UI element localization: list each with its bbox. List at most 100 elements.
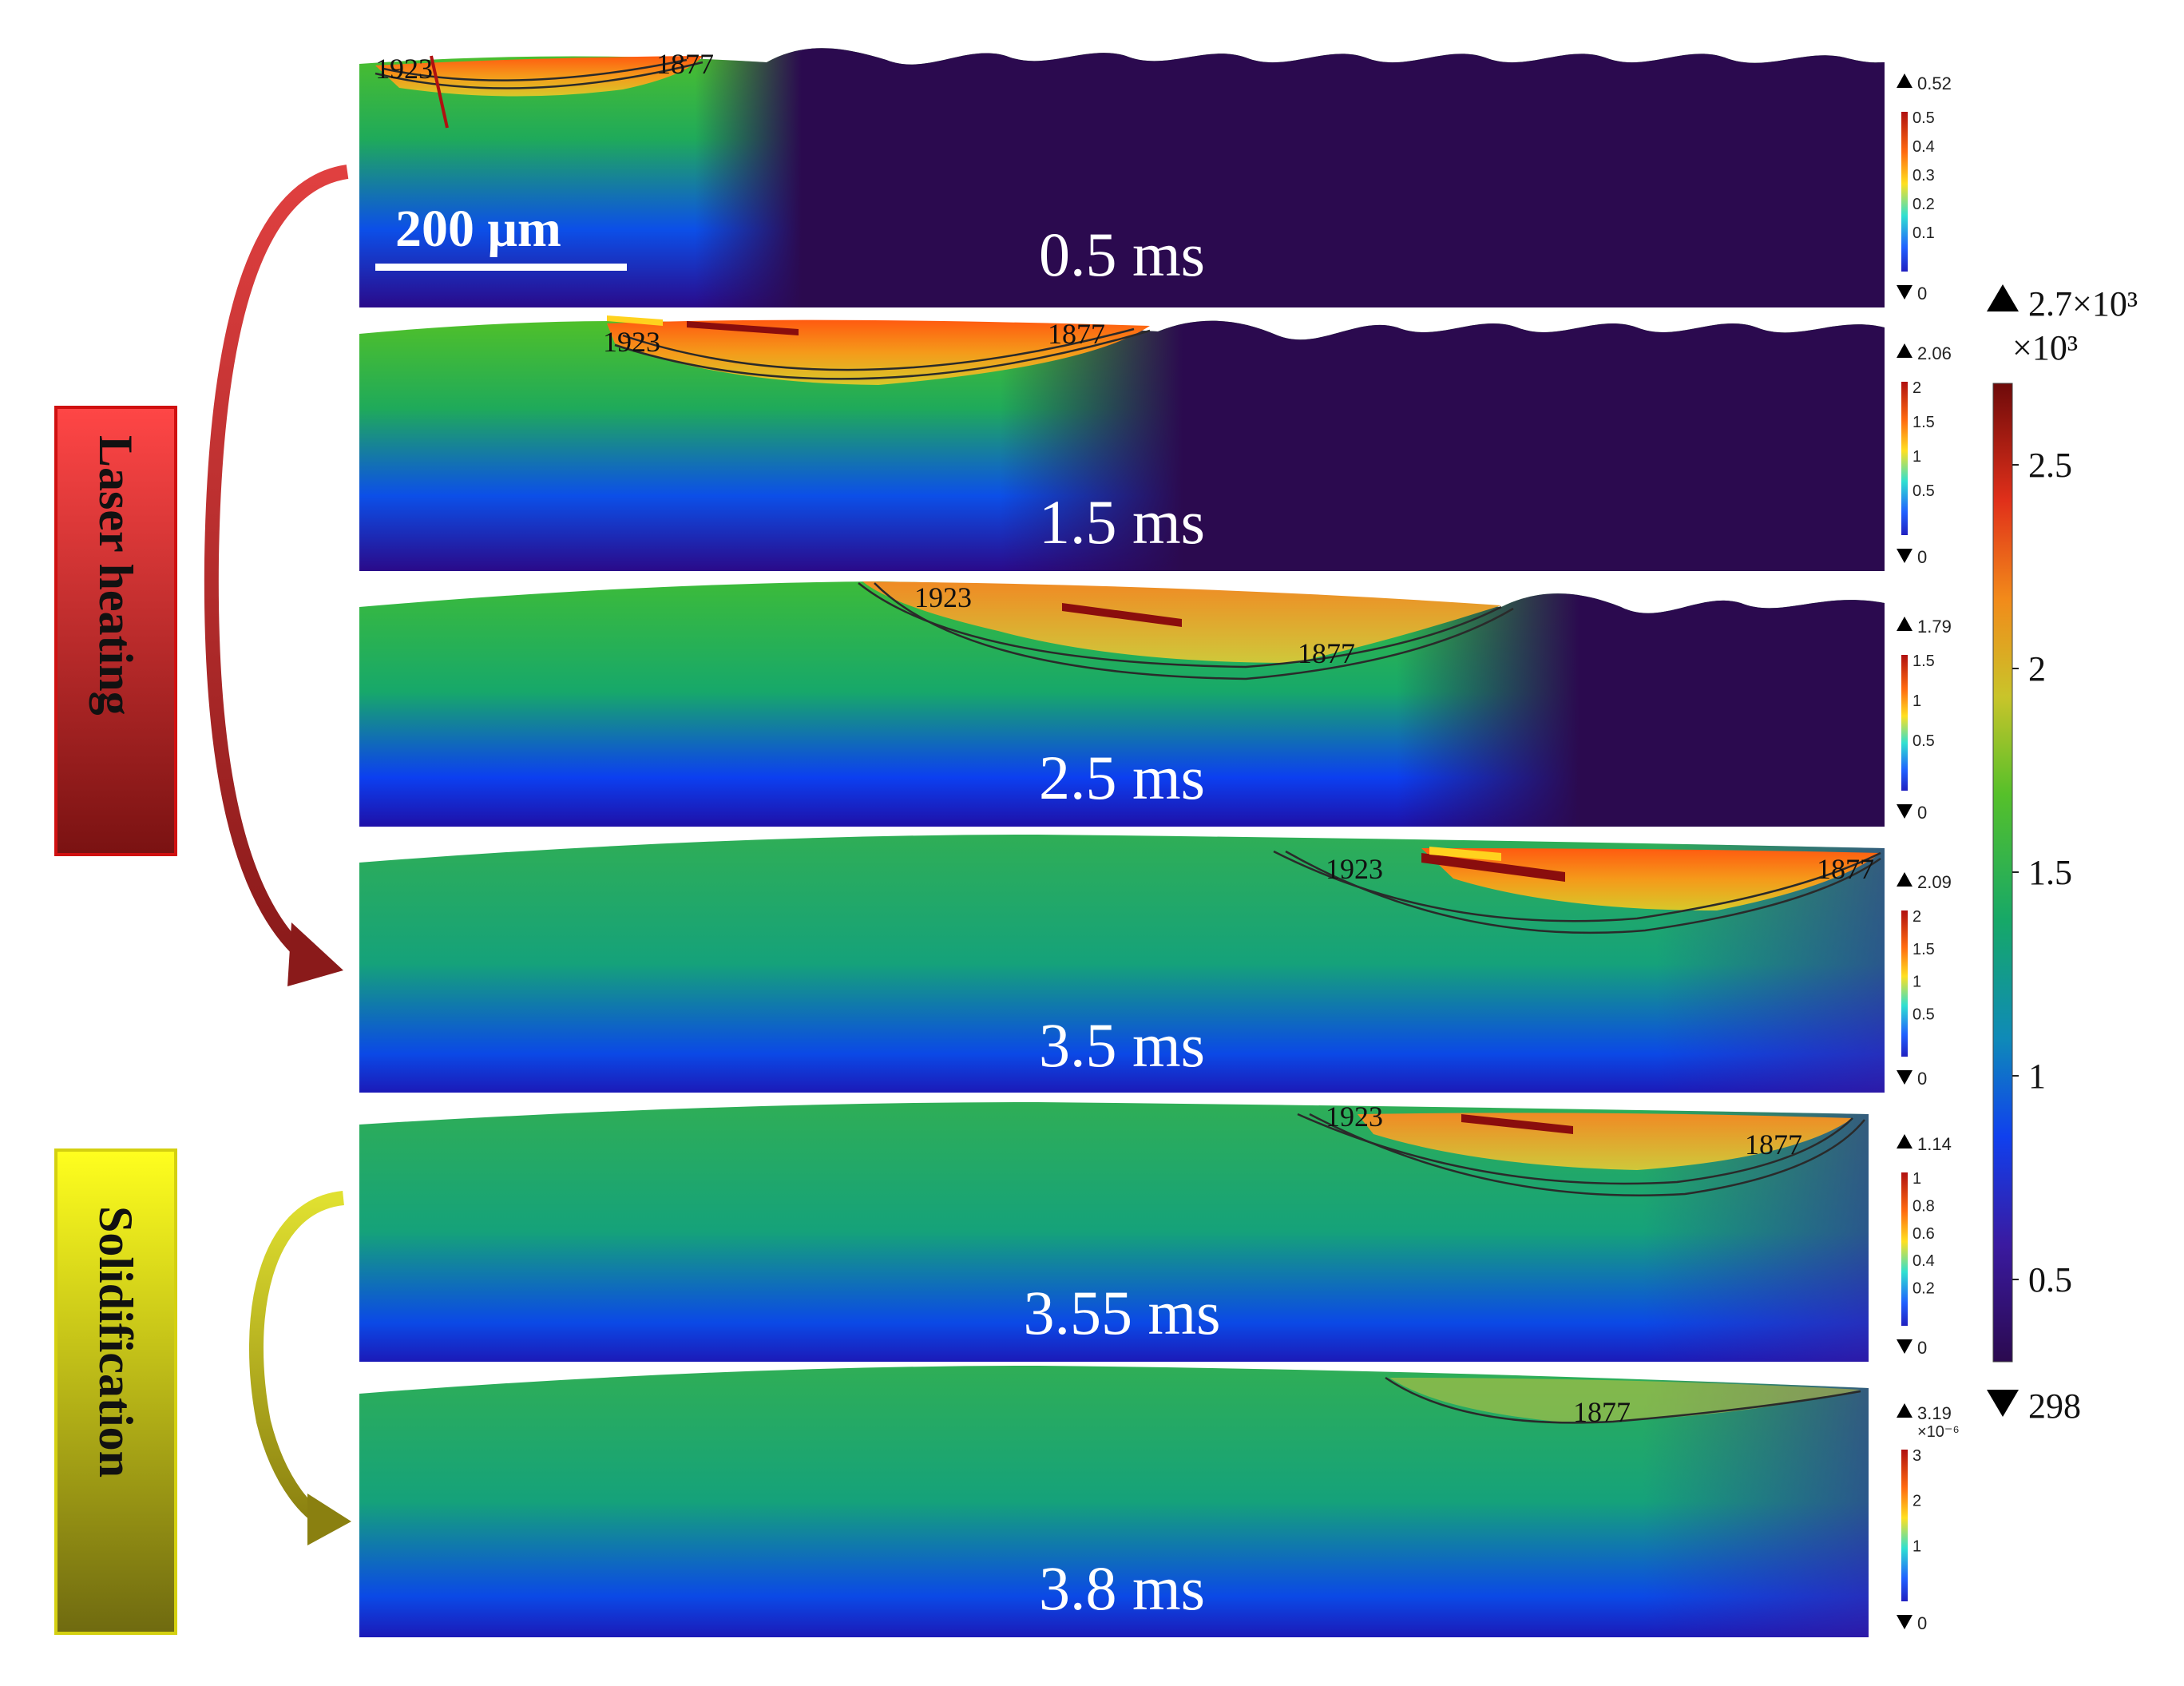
melt-pool-5 — [1358, 1113, 1853, 1170]
legend-colorbar — [1901, 1450, 1908, 1601]
legend-tick-label: 1.5 — [1912, 653, 1935, 670]
temp-tick-label: 2 — [2028, 649, 2046, 688]
legend-tick-label: 2 — [1912, 908, 1921, 926]
legend-tick-label: 0.5 — [1912, 482, 1935, 500]
legend-tick-label: 2 — [1912, 1493, 1921, 1510]
legend-tick-label: 1.5 — [1912, 414, 1935, 431]
iso-label-a-p2: 1923 — [603, 326, 660, 358]
legend-tick-label: 0.4 — [1912, 1252, 1935, 1270]
panel-3-55ms: 1923 1877 3.55 ms — [359, 1101, 1869, 1362]
legend-max-label: 1.79 — [1917, 617, 1952, 637]
legend-tick-label: 1 — [1912, 448, 1921, 466]
legend-exponent: ×10⁻⁶ — [1917, 1423, 1960, 1441]
surface-flow-arrow-yellow-p2 — [607, 315, 663, 326]
time-label-p6: 3.8 ms — [1039, 1553, 1205, 1623]
velocity-legend-4: 2.09 2 1.5 1 0.5 0 — [1897, 872, 1952, 1089]
legend-tick-label: 0.5 — [1912, 732, 1935, 750]
panel-3-5ms: 1923 1877 3.5 ms — [359, 835, 1885, 1093]
surface-flow-arrow-yellow-p4 — [1429, 847, 1501, 861]
legend-max-triangle-icon — [1897, 343, 1912, 358]
surface-flow-arrow-p4 — [1421, 853, 1565, 882]
velocity-legend-1: 0.52 0.5 0.4 0.3 0.2 0.1 0 — [1897, 73, 1952, 303]
isotherm-1877-p2 — [614, 329, 1151, 380]
legend-tick-label: 0.5 — [1912, 109, 1935, 127]
legend-min-label: 0 — [1917, 1613, 1927, 1633]
iso-label-b-p6: 1877 — [1573, 1396, 1631, 1428]
legend-min-triangle-icon — [1897, 804, 1912, 819]
legend-tick-label: 1 — [1912, 1170, 1921, 1188]
legend-colorbar — [1901, 112, 1908, 272]
scale-bar-label: 200 μm — [395, 200, 561, 258]
iso-label-a-p3: 1923 — [914, 581, 972, 613]
temp-tick-label: 1.5 — [2028, 853, 2072, 892]
legend-max-triangle-icon — [1897, 617, 1912, 631]
melt-pool-4 — [1421, 848, 1881, 910]
legend-min-triangle-icon — [1897, 285, 1912, 300]
iso-label-b-p2: 1877 — [1048, 318, 1105, 350]
time-label-p2: 1.5 ms — [1039, 487, 1205, 557]
laser-heating-arrow — [204, 165, 349, 964]
legend-tick-label: 0.5 — [1912, 1006, 1935, 1023]
legend-colorbar — [1901, 382, 1908, 535]
legend-max-triangle-icon — [1897, 1134, 1912, 1148]
legend-tick-label: 1 — [1912, 1537, 1921, 1555]
legend-tick-label: 1 — [1912, 974, 1921, 991]
max-triangle-icon — [1987, 284, 2019, 311]
temperature-colorbar: 2.7×10³ ×10³ 2.5 2 1.5 1 0.5 298 — [1987, 284, 2138, 1426]
panel-2-5ms: 1923 1877 2.5 ms — [359, 581, 1885, 827]
legend-min-triangle-icon — [1897, 1070, 1912, 1085]
temp-tick-label: 0.5 — [2028, 1260, 2072, 1299]
iso-label-a-p5: 1923 — [1326, 1101, 1383, 1133]
legend-max-triangle-icon — [1897, 872, 1912, 887]
velocity-arrow-p1 — [430, 55, 449, 129]
legend-tick-label: 2 — [1912, 379, 1921, 397]
legend-max-label: 2.09 — [1917, 872, 1952, 892]
iso-label-b-p5: 1877 — [1745, 1129, 1802, 1160]
melt-pool-2 — [607, 319, 1150, 385]
isotherm-1923-p2 — [622, 327, 1135, 371]
isotherm-1877-p3 — [874, 582, 1514, 680]
legend-tick-label: 0.2 — [1912, 196, 1935, 213]
temp-multiplier: ×10³ — [2012, 328, 2078, 367]
laser-heating-label-box: Laser heating — [54, 406, 177, 856]
panel-3-8ms: 1877 3.8 ms — [359, 1366, 1869, 1637]
legend-tick-label: 0.2 — [1912, 1280, 1935, 1298]
melt-pool-6 — [1389, 1378, 1861, 1422]
legend-max-label: 0.52 — [1917, 73, 1952, 93]
iso-label-b-p4: 1877 — [1817, 853, 1874, 885]
iso-label-b-p3: 1877 — [1298, 637, 1355, 669]
legend-colorbar — [1901, 1172, 1908, 1326]
velocity-legend-3: 1.79 1.5 1 0.5 0 — [1897, 617, 1952, 823]
legend-min-label: 0 — [1917, 284, 1927, 303]
scale-bar — [375, 264, 627, 271]
panel-0-5ms: 1923 1877 200 μm 0.5 ms — [359, 48, 1885, 307]
legend-colorbar — [1901, 910, 1908, 1057]
velocity-legend-2: 2.06 2 1.5 1 0.5 0 — [1897, 343, 1952, 567]
iso-label-a-p1: 1923 — [375, 53, 433, 85]
min-triangle-icon — [1987, 1390, 2019, 1417]
solidification-arrow — [249, 1191, 345, 1529]
legend-min-label: 0 — [1917, 1069, 1927, 1089]
surface-flow-arrow-p5 — [1461, 1114, 1573, 1134]
legend-tick-label: 0.4 — [1912, 138, 1935, 156]
isotherm-1877-p1 — [375, 61, 704, 89]
legend-tick-label: 0.1 — [1912, 224, 1935, 242]
iso-label-a-p4: 1923 — [1326, 853, 1383, 885]
temp-min-label: 298 — [2028, 1386, 2081, 1426]
surface-flow-arrow-p2 — [687, 321, 799, 335]
legend-colorbar — [1901, 655, 1908, 791]
velocity-legend-6: 3.19×10⁻⁶ 3 2 1 0 — [1897, 1403, 1960, 1633]
temp-tick-label: 2.5 — [2028, 446, 2072, 485]
legend-min-triangle-icon — [1897, 1615, 1912, 1629]
legend-max-label: 1.14 — [1917, 1134, 1952, 1154]
solidification-label-box: Solidification — [54, 1148, 177, 1635]
legend-tick-label: 0.8 — [1912, 1197, 1935, 1215]
legend-min-label: 0 — [1917, 803, 1927, 823]
panel-1-5ms: 1923 1877 1.5 ms — [359, 315, 1885, 571]
legend-min-triangle-icon — [1897, 549, 1912, 563]
legend-tick-label: 1 — [1912, 692, 1921, 710]
velocity-legend-5: 1.14 1 0.8 0.6 0.4 0.2 0 — [1897, 1134, 1952, 1358]
isotherm-1923-p1 — [382, 58, 688, 81]
temp-max-label: 2.7×10³ — [2028, 284, 2138, 323]
iso-label-b-p1: 1877 — [656, 48, 714, 80]
